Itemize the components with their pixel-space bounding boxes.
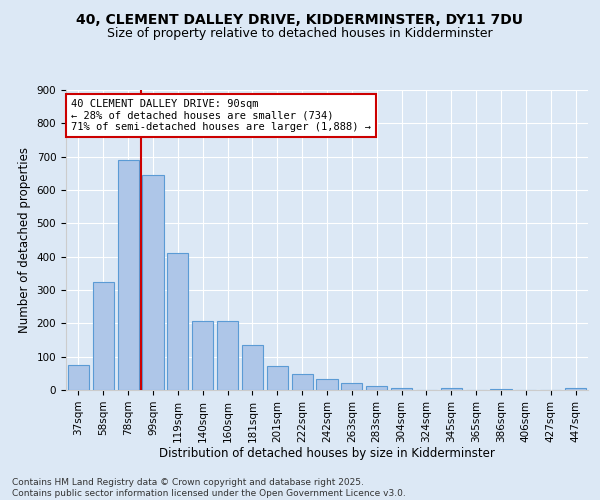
Text: Size of property relative to detached houses in Kidderminster: Size of property relative to detached ho… (107, 28, 493, 40)
Bar (565, 388, 586, 390)
Bar (242, 345, 263, 390)
Bar (292, 374, 313, 390)
X-axis label: Distribution of detached houses by size in Kidderminster: Distribution of detached houses by size … (159, 448, 495, 460)
Text: 40, CLEMENT DALLEY DRIVE, KIDDERMINSTER, DY11 7DU: 40, CLEMENT DALLEY DRIVE, KIDDERMINSTER,… (77, 12, 523, 26)
Bar (192, 320, 213, 390)
Bar (341, 382, 362, 390)
Bar (118, 160, 139, 390)
Bar (68, 365, 89, 390)
Text: 40 CLEMENT DALLEY DRIVE: 90sqm
← 28% of detached houses are smaller (734)
71% of: 40 CLEMENT DALLEY DRIVE: 90sqm ← 28% of … (71, 99, 371, 132)
Bar (490, 389, 512, 390)
Bar (93, 282, 114, 390)
Bar (366, 386, 387, 390)
Y-axis label: Number of detached properties: Number of detached properties (18, 147, 31, 333)
Bar (217, 320, 238, 390)
Bar (391, 388, 412, 390)
Bar (316, 379, 338, 390)
Bar (441, 388, 462, 390)
Bar (142, 175, 164, 390)
Text: Contains HM Land Registry data © Crown copyright and database right 2025.
Contai: Contains HM Land Registry data © Crown c… (12, 478, 406, 498)
Bar (167, 254, 188, 390)
Bar (267, 366, 288, 390)
